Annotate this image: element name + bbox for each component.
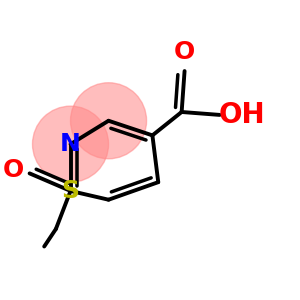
Text: O: O <box>174 40 195 64</box>
Text: N: N <box>60 132 81 156</box>
Circle shape <box>70 83 147 159</box>
Text: S: S <box>61 179 80 203</box>
Text: OH: OH <box>218 101 265 129</box>
Circle shape <box>32 106 109 182</box>
Text: O: O <box>3 158 24 182</box>
